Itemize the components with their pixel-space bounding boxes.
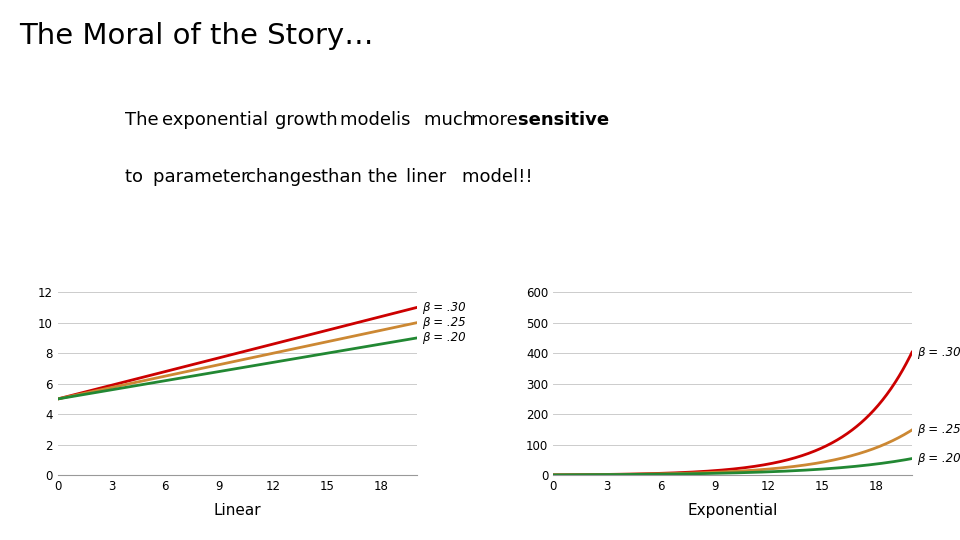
Text: growth: growth [275,111,343,129]
Text: Linear: Linear [213,503,261,518]
Text: β = .20: β = .20 [918,452,960,465]
Text: β = .30: β = .30 [422,301,466,314]
Text: the: the [369,168,403,186]
Text: much: much [424,111,480,129]
Text: to: to [125,168,149,186]
Text: β = .30: β = .30 [918,346,960,359]
Text: model!!: model!! [462,168,539,186]
Text: The: The [125,111,164,129]
Text: parameter: parameter [153,168,254,186]
Text: β = .20: β = .20 [422,332,466,345]
Text: more: more [471,111,523,129]
Text: β = .25: β = .25 [422,316,466,329]
Text: β = .25: β = .25 [918,423,960,436]
Text: than: than [322,168,368,186]
Text: changes: changes [247,168,328,186]
Text: liner: liner [406,168,451,186]
Text: Exponential: Exponential [687,503,778,518]
Text: The Moral of the Story…: The Moral of the Story… [19,22,373,50]
Text: is: is [396,111,417,129]
Text: exponential: exponential [162,111,275,129]
Text: sensitive: sensitive [518,111,615,129]
Text: model: model [340,111,402,129]
